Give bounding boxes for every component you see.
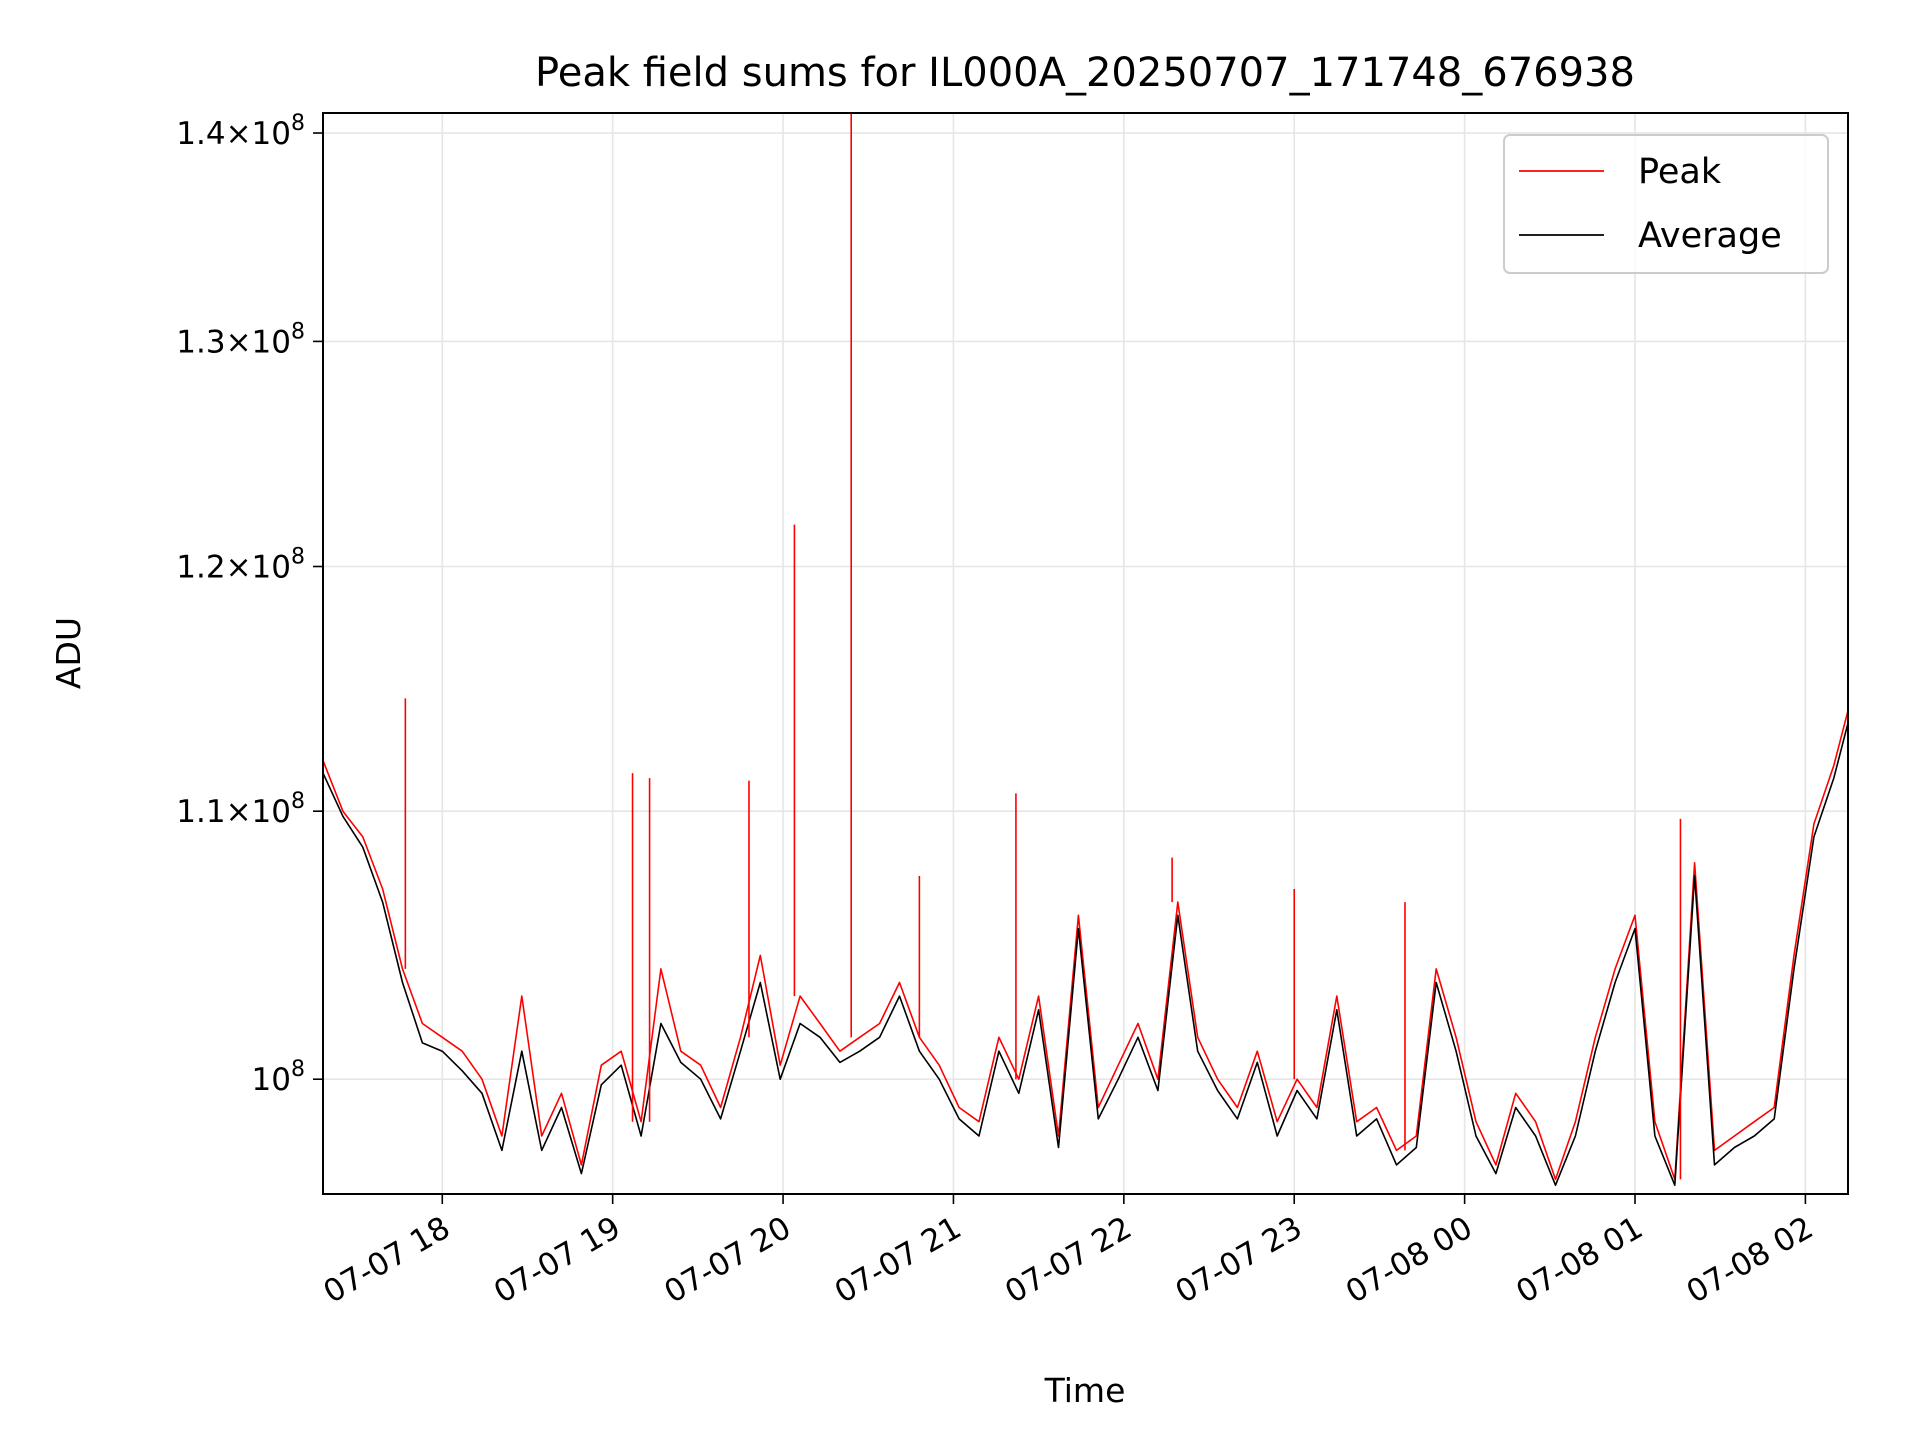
y-tick-label: 1.4×108 — [176, 111, 305, 152]
legend-box — [1503, 134, 1829, 274]
legend-label-average: Average — [1638, 216, 1782, 256]
legend-label-peak: Peak — [1638, 152, 1722, 192]
y-axis-label: ADU — [49, 617, 88, 689]
y-tick-label: 1.2×108 — [176, 545, 305, 586]
series-line-average — [322, 722, 1849, 1186]
plot-frame — [322, 112, 1849, 1195]
grid — [323, 113, 1848, 1194]
legend: Peak Average — [1503, 134, 1829, 274]
y-tick-label: 108 — [252, 1057, 305, 1098]
x-axis-label: Time — [1044, 1371, 1126, 1410]
chart-title: Peak field sums for IL000A_20250707_1717… — [535, 50, 1635, 96]
y-tick-label: 1.1×108 — [176, 789, 305, 830]
y-tick-label: 1.3×108 — [176, 319, 305, 360]
y-axis: 108 1.1×108 1.2×108 1.3×108 1.4×108 — [176, 111, 323, 1098]
series-layer — [322, 113, 1849, 1186]
series-line-peak — [322, 710, 1849, 1181]
